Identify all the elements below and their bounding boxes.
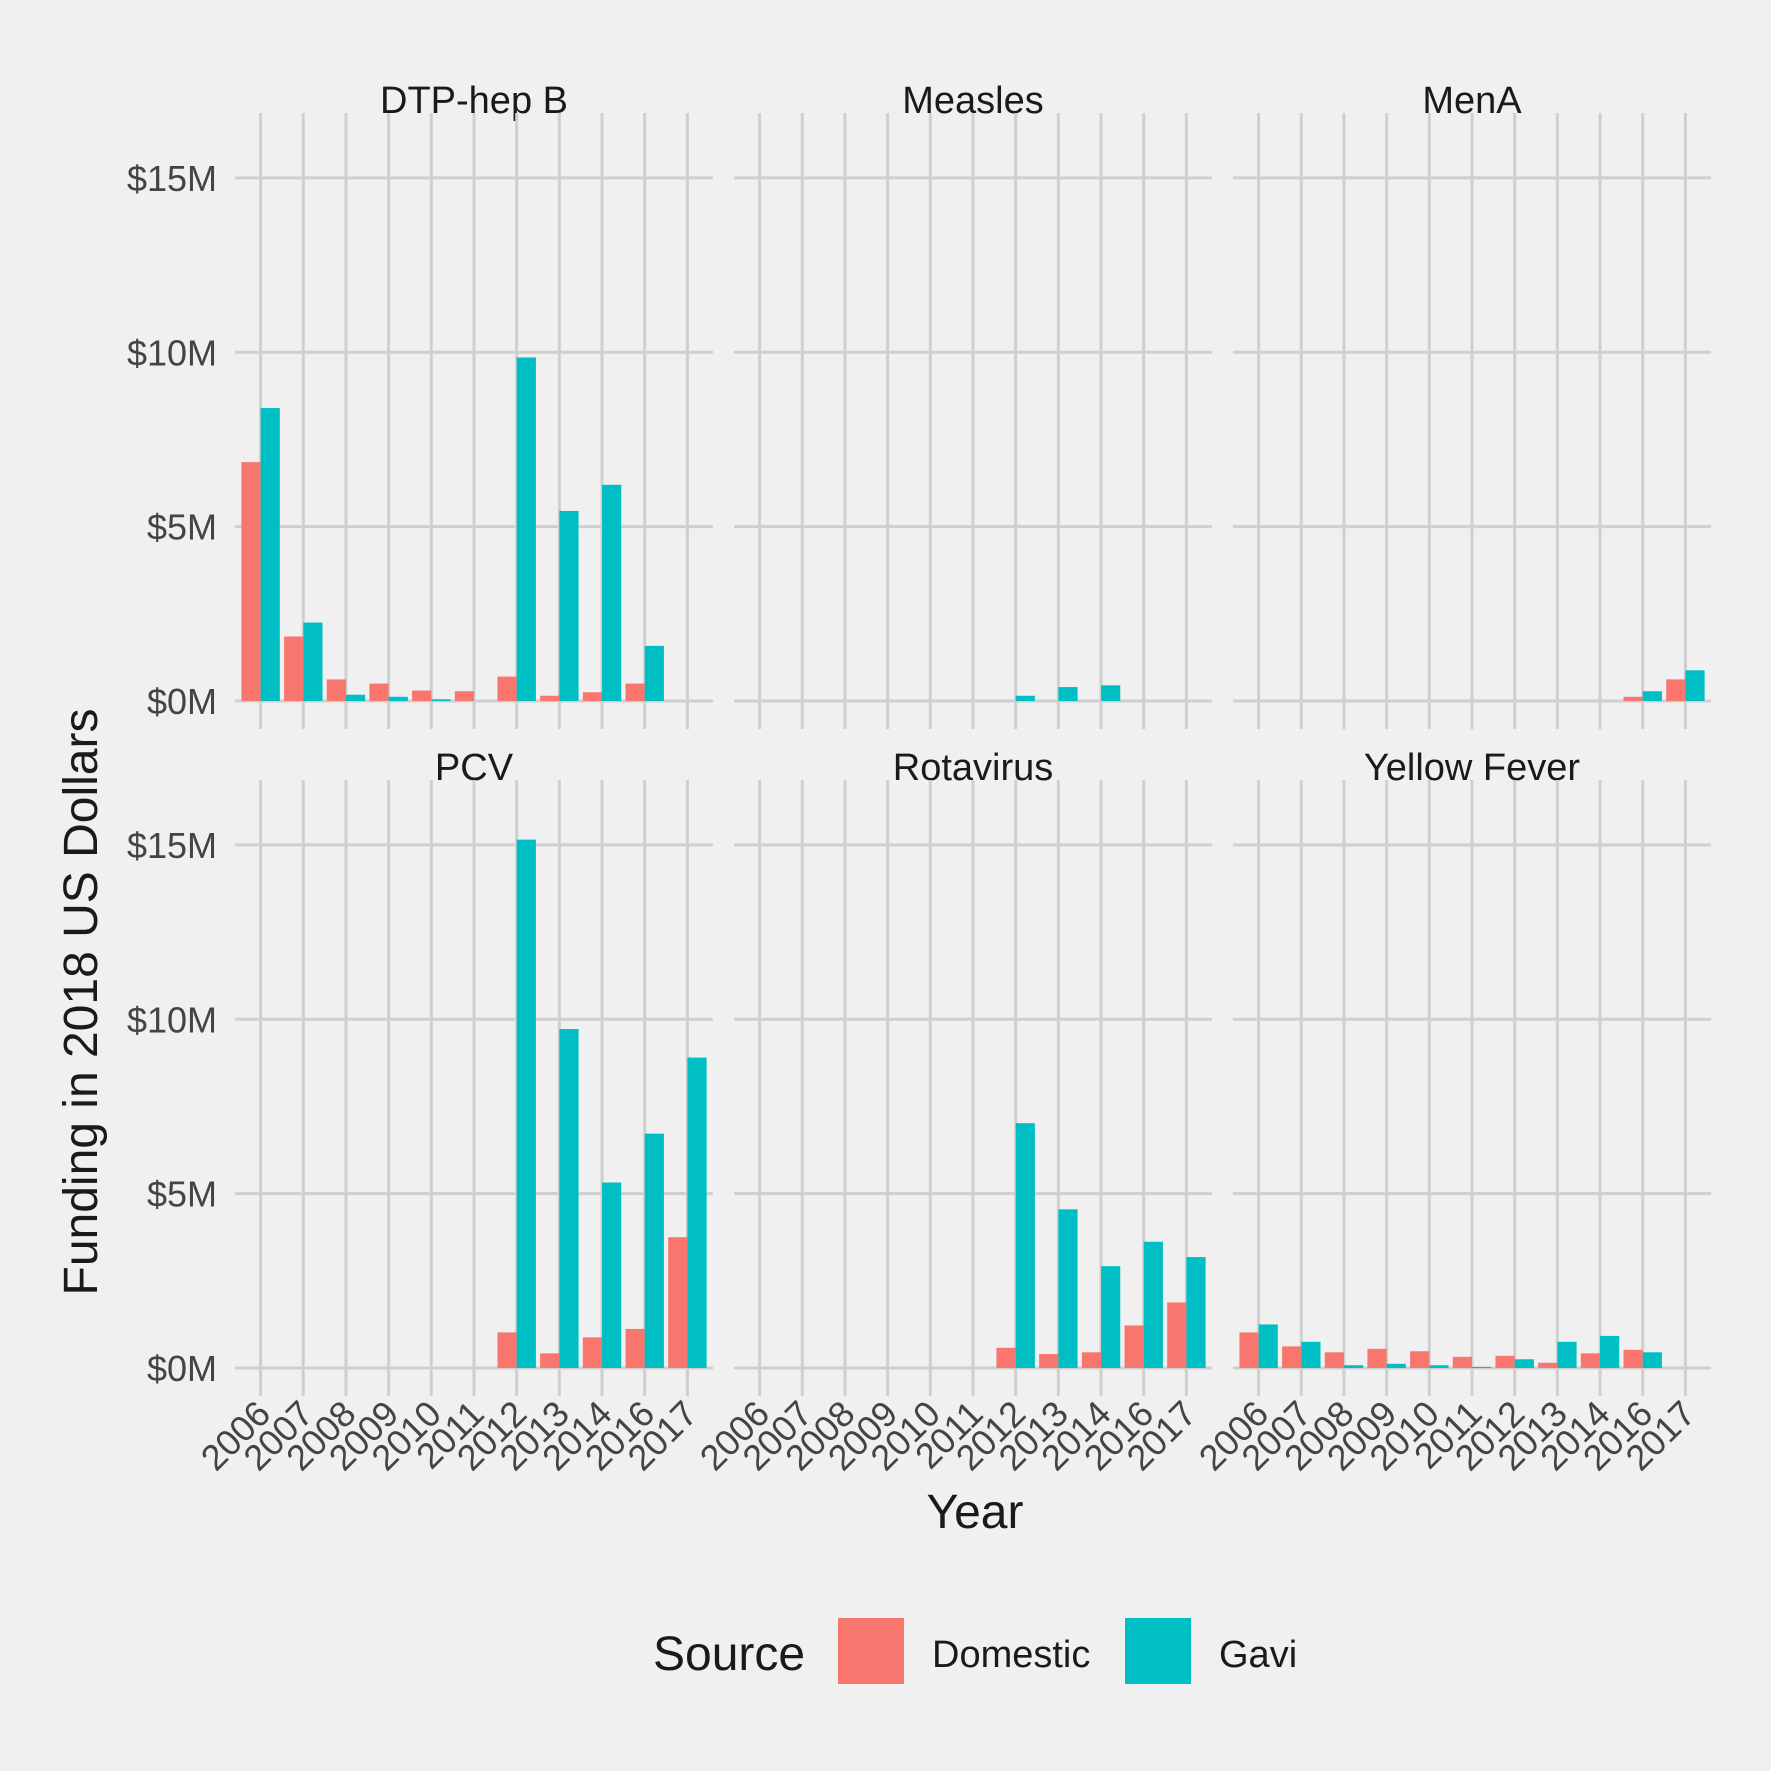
y-tick-label: $5M	[147, 1174, 217, 1215]
bar-measles-gavi-2012	[1015, 695, 1035, 701]
y-tick-label: $0M	[147, 681, 217, 722]
bar-rotavirus-domestic-2013	[1039, 1354, 1059, 1368]
bar-pcv-domestic-2017	[668, 1237, 688, 1368]
bar-mena-gavi-2016	[1642, 691, 1662, 701]
bar-yellow-fever-domestic-2012	[1495, 1355, 1515, 1368]
bar-rotavirus-domestic-2016	[1124, 1325, 1144, 1368]
bar-mena-gavi-2017	[1685, 670, 1705, 701]
y-tick-label: $10M	[127, 332, 217, 373]
bar-yellow-fever-gavi-2009	[1386, 1363, 1406, 1368]
bar-rotavirus-domestic-2017	[1167, 1302, 1187, 1368]
bar-pcv-gavi-2013	[559, 1029, 579, 1368]
bar-pcv-gavi-2012	[516, 839, 536, 1368]
bar-dtp-hep-b-gavi-2012	[516, 357, 536, 701]
y-tick-label: $15M	[127, 158, 217, 199]
bar-pcv-gavi-2014	[602, 1182, 622, 1368]
bar-dtp-hep-b-domestic-2006	[241, 462, 261, 701]
bar-dtp-hep-b-domestic-2013	[540, 695, 560, 701]
facet-dtp-hep-b: DTP-hep B$0M$5M$10M$15M	[127, 80, 713, 729]
bar-yellow-fever-domestic-2013	[1538, 1362, 1558, 1368]
y-axis-title: Funding in 2018 US Dollars	[55, 709, 108, 1296]
bar-dtp-hep-b-gavi-2016	[644, 645, 664, 701]
bar-pcv-domestic-2014	[582, 1337, 603, 1368]
bar-yellow-fever-domestic-2014	[1580, 1353, 1601, 1368]
legend-title: Source	[653, 1628, 805, 1681]
facet-mena: MenA	[1233, 80, 1711, 729]
bar-pcv-domestic-2016	[625, 1328, 645, 1368]
bar-rotavirus-gavi-2012	[1015, 1123, 1035, 1368]
bar-dtp-hep-b-gavi-2009	[388, 696, 408, 701]
bar-rotavirus-gavi-2014	[1101, 1266, 1121, 1368]
bar-rotavirus-domestic-2012	[996, 1347, 1016, 1368]
bar-dtp-hep-b-domestic-2009	[369, 683, 389, 701]
legend-label-gavi: Gavi	[1219, 1634, 1297, 1676]
bar-dtp-hep-b-gavi-2010	[431, 699, 451, 701]
bar-rotavirus-domestic-2014	[1081, 1352, 1102, 1368]
bar-dtp-hep-b-gavi-2014	[602, 484, 622, 701]
bar-measles-gavi-2014	[1101, 685, 1121, 701]
bar-yellow-fever-domestic-2016	[1623, 1349, 1643, 1368]
legend-swatch-gavi	[1125, 1618, 1191, 1684]
bar-mena-domestic-2016	[1623, 696, 1643, 701]
bar-yellow-fever-gavi-2007	[1301, 1341, 1321, 1368]
y-tick-label: $5M	[147, 507, 217, 548]
bar-yellow-fever-gavi-2012	[1514, 1359, 1534, 1368]
legend: Source Domestic Gavi	[653, 1618, 1297, 1684]
facet-measles: Measles	[734, 80, 1212, 729]
bar-yellow-fever-domestic-2007	[1282, 1346, 1302, 1368]
bar-yellow-fever-gavi-2013	[1557, 1341, 1577, 1368]
bar-dtp-hep-b-domestic-2016	[625, 683, 645, 701]
bar-measles-gavi-2013	[1058, 687, 1078, 701]
legend-swatch-domestic	[838, 1618, 904, 1684]
bar-dtp-hep-b-gavi-2006	[260, 408, 280, 701]
bar-dtp-hep-b-domestic-2014	[582, 692, 603, 701]
bar-dtp-hep-b-gavi-2008	[345, 694, 366, 701]
bar-yellow-fever-gavi-2014	[1600, 1335, 1620, 1368]
bar-dtp-hep-b-domestic-2011	[454, 691, 474, 701]
bar-yellow-fever-domestic-2009	[1367, 1348, 1387, 1368]
bar-yellow-fever-gavi-2016	[1642, 1352, 1662, 1368]
bar-mena-domestic-2017	[1666, 679, 1686, 701]
bar-dtp-hep-b-domestic-2012	[497, 676, 517, 701]
x-axis-title: Year	[927, 1486, 1024, 1539]
bar-pcv-domestic-2012	[497, 1332, 517, 1368]
legend-label-domestic: Domestic	[932, 1634, 1090, 1676]
bar-yellow-fever-domestic-2006	[1239, 1332, 1259, 1368]
bar-yellow-fever-domestic-2011	[1452, 1356, 1472, 1368]
bar-yellow-fever-domestic-2008	[1324, 1352, 1344, 1368]
bar-yellow-fever-domestic-2010	[1410, 1351, 1430, 1368]
bar-yellow-fever-gavi-2008	[1343, 1365, 1364, 1368]
bar-pcv-domestic-2013	[540, 1353, 560, 1368]
bar-dtp-hep-b-gavi-2007	[303, 622, 323, 701]
y-tick-label: $0M	[147, 1348, 217, 1389]
y-tick-label: $10M	[127, 999, 217, 1040]
bar-yellow-fever-gavi-2006	[1258, 1324, 1278, 1368]
bar-rotavirus-gavi-2017	[1186, 1257, 1206, 1368]
facet-pcv: PCV$0M$5M$10M$15M20062007200820092010201…	[127, 747, 713, 1478]
bar-dtp-hep-b-domestic-2007	[284, 636, 304, 701]
bar-pcv-gavi-2017	[687, 1057, 707, 1368]
bar-rotavirus-gavi-2013	[1058, 1209, 1078, 1368]
bar-yellow-fever-gavi-2011	[1472, 1366, 1492, 1368]
bar-dtp-hep-b-gavi-2013	[559, 510, 579, 701]
y-tick-label: $15M	[127, 825, 217, 866]
bar-pcv-gavi-2016	[644, 1133, 664, 1368]
bar-yellow-fever-gavi-2010	[1429, 1365, 1449, 1368]
bar-dtp-hep-b-domestic-2010	[412, 690, 432, 701]
bar-rotavirus-gavi-2016	[1143, 1241, 1163, 1368]
bar-dtp-hep-b-domestic-2008	[326, 679, 346, 701]
